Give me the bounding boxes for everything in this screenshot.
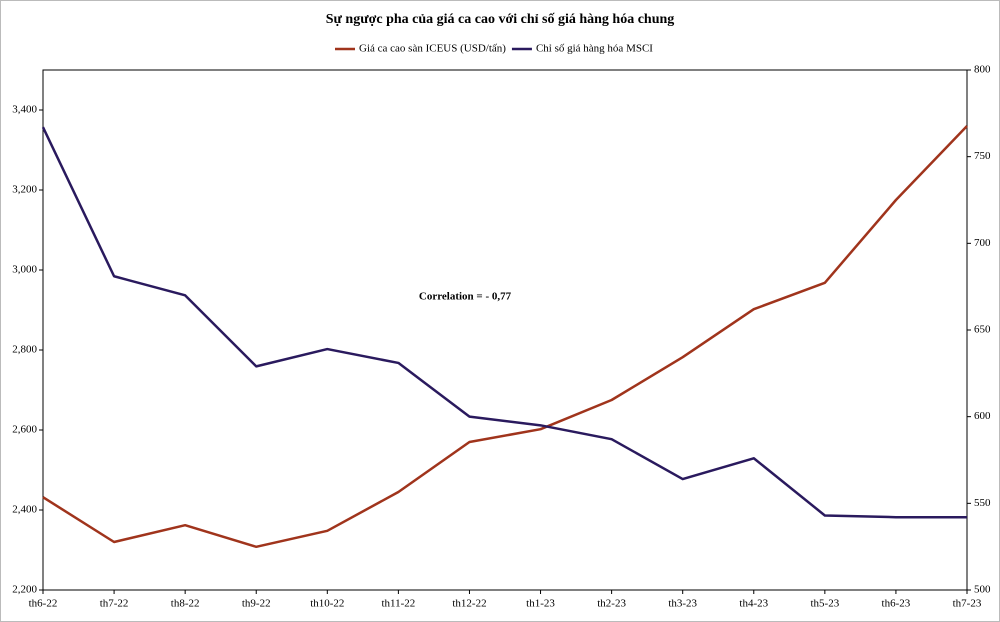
x-tick-label: th8-22 bbox=[171, 598, 200, 610]
y2-tick-label: 500 bbox=[974, 584, 991, 596]
x-tick-label: th12-22 bbox=[452, 598, 486, 610]
x-tick-label: th3-23 bbox=[668, 598, 697, 610]
x-tick-label: th4-23 bbox=[739, 598, 768, 610]
y2-tick-label: 650 bbox=[974, 324, 991, 336]
x-tick-label: th2-23 bbox=[597, 598, 626, 610]
y2-tick-label: 700 bbox=[974, 237, 991, 249]
x-tick-label: th6-23 bbox=[882, 598, 911, 610]
x-tick-label: th10-22 bbox=[310, 598, 344, 610]
legend-label: Chỉ số giá hàng hóa MSCI bbox=[536, 43, 653, 55]
y2-tick-label: 600 bbox=[974, 410, 991, 422]
x-tick-label: th7-23 bbox=[953, 598, 982, 610]
x-tick-label: th11-22 bbox=[381, 598, 415, 610]
x-tick-label: th1-23 bbox=[526, 598, 555, 610]
series-line bbox=[41, 126, 967, 519]
y-tick-label: 2,400 bbox=[12, 504, 37, 516]
y2-tick-label: 550 bbox=[974, 497, 991, 509]
y-tick-label: 3,000 bbox=[12, 264, 37, 276]
annotation: Correlation = - 0,77 bbox=[419, 291, 512, 303]
y-tick-label: 2,200 bbox=[12, 584, 37, 596]
y2-tick-label: 800 bbox=[974, 64, 991, 76]
x-tick-label: th9-22 bbox=[242, 598, 271, 610]
y-tick-label: 2,600 bbox=[12, 424, 37, 436]
y-tick-label: 3,200 bbox=[12, 184, 37, 196]
x-tick-label: th7-22 bbox=[100, 598, 129, 610]
x-tick-label: th5-23 bbox=[810, 598, 839, 610]
y-tick-label: 2,800 bbox=[12, 344, 37, 356]
chart-title: Sự ngược pha của giá ca cao với chỉ số g… bbox=[326, 12, 675, 27]
legend-label: Giá ca cao sàn ICEUS (USD/tấn) bbox=[359, 43, 506, 55]
series-line bbox=[42, 125, 968, 549]
x-tick-label: th6-22 bbox=[29, 598, 58, 610]
y2-tick-label: 750 bbox=[974, 150, 991, 162]
y-tick-label: 3,400 bbox=[12, 104, 37, 116]
